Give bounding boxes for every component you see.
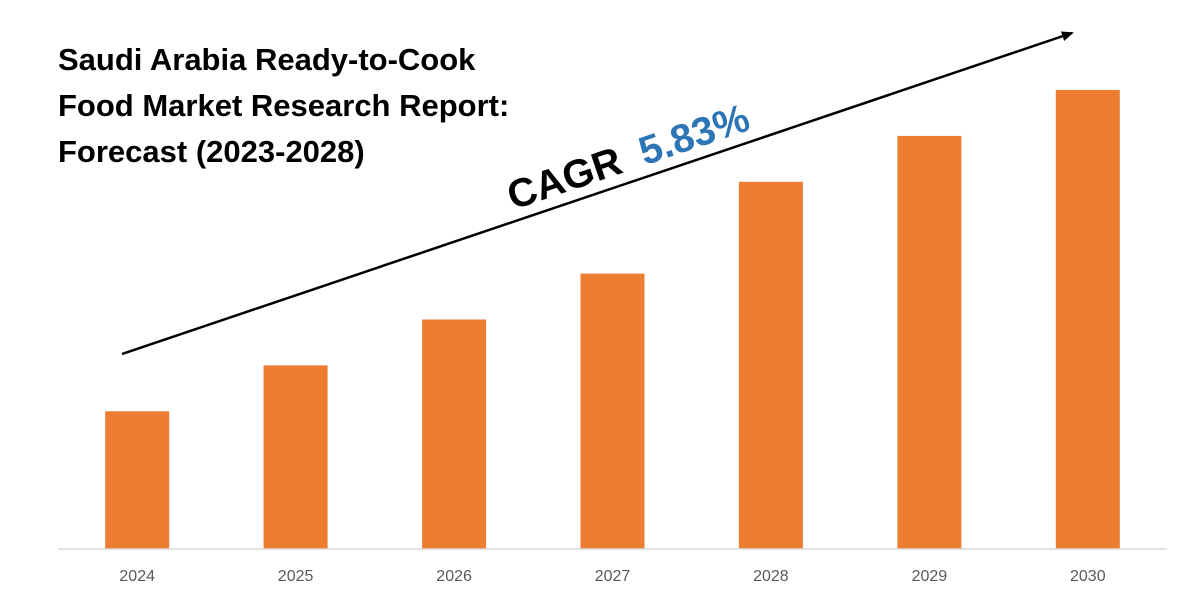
bar-2027: [580, 273, 645, 549]
chart-title-line-3: Forecast (2023-2028): [58, 134, 365, 169]
bar-2024: [105, 411, 170, 549]
x-tick-label-2027: 2027: [595, 568, 631, 585]
x-tick-label-2030: 2030: [1070, 568, 1106, 585]
bar-2029: [897, 135, 962, 549]
trend-arrow: [121, 31, 1074, 356]
chart-title-line-1: Saudi Arabia Ready-to-Cook: [58, 42, 476, 77]
x-tick-label-2028: 2028: [753, 568, 789, 585]
x-tick-label-2029: 2029: [912, 568, 948, 585]
x-tick-label-2026: 2026: [436, 568, 472, 585]
x-tick-labels: 2024 2025 2026 2027 2028 2029 2030: [119, 568, 1105, 585]
chart-title-line-2: Food Market Research Report:: [58, 88, 509, 123]
bar-2030: [1055, 90, 1120, 549]
bar-2028: [738, 181, 803, 550]
x-tick-label-2024: 2024: [119, 568, 155, 585]
x-tick-label-2025: 2025: [278, 568, 314, 585]
cagr-annotation: CAGR 5.83%: [502, 96, 755, 219]
cagr-label: CAGR: [502, 139, 628, 218]
bar-2025: [263, 365, 328, 549]
bars-group: [105, 90, 1120, 550]
bar-2026: [422, 319, 487, 549]
cagr-value: 5.83%: [633, 96, 755, 174]
